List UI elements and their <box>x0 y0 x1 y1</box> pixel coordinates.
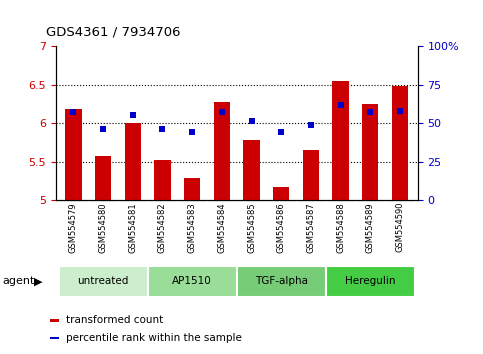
Point <box>396 108 404 114</box>
Point <box>188 130 196 135</box>
Text: TGF-alpha: TGF-alpha <box>255 276 308 286</box>
Text: transformed count: transformed count <box>66 315 164 325</box>
Point <box>248 119 256 124</box>
Point <box>277 130 285 135</box>
Text: GSM554579: GSM554579 <box>69 202 78 252</box>
Text: GSM554580: GSM554580 <box>99 202 108 252</box>
Bar <box>392 86 408 200</box>
Point <box>218 109 226 115</box>
Text: GSM554588: GSM554588 <box>336 202 345 253</box>
Text: Heregulin: Heregulin <box>345 276 396 286</box>
Bar <box>154 160 170 200</box>
Bar <box>50 319 59 321</box>
Bar <box>95 156 111 200</box>
Text: GSM554590: GSM554590 <box>396 202 404 252</box>
Text: untreated: untreated <box>77 276 129 286</box>
Bar <box>273 187 289 200</box>
Bar <box>65 109 82 200</box>
Text: GSM554581: GSM554581 <box>128 202 137 252</box>
Text: percentile rank within the sample: percentile rank within the sample <box>66 333 242 343</box>
Text: GDS4361 / 7934706: GDS4361 / 7934706 <box>46 26 180 39</box>
Bar <box>148 266 237 297</box>
Bar <box>303 150 319 200</box>
Point <box>70 109 77 115</box>
Bar <box>237 266 326 297</box>
Bar <box>50 337 59 339</box>
Bar <box>326 266 415 297</box>
Text: GSM554584: GSM554584 <box>217 202 227 252</box>
Text: GSM554589: GSM554589 <box>366 202 375 252</box>
Text: GSM554583: GSM554583 <box>187 202 197 253</box>
Text: GSM554586: GSM554586 <box>277 202 286 253</box>
Text: GSM554585: GSM554585 <box>247 202 256 252</box>
Point <box>129 113 137 118</box>
Text: GSM554587: GSM554587 <box>306 202 315 253</box>
Point <box>367 109 374 115</box>
Point <box>99 126 107 132</box>
Bar <box>213 102 230 200</box>
Text: GSM554582: GSM554582 <box>158 202 167 252</box>
Text: agent: agent <box>2 276 35 286</box>
Bar <box>184 178 200 200</box>
Point <box>158 126 166 132</box>
Bar <box>362 104 379 200</box>
Bar <box>332 81 349 200</box>
Bar <box>58 266 148 297</box>
Bar <box>125 123 141 200</box>
Point <box>337 102 344 107</box>
Point <box>307 122 315 127</box>
Text: AP1510: AP1510 <box>172 276 212 286</box>
Bar <box>243 140 260 200</box>
Text: ▶: ▶ <box>34 276 43 286</box>
